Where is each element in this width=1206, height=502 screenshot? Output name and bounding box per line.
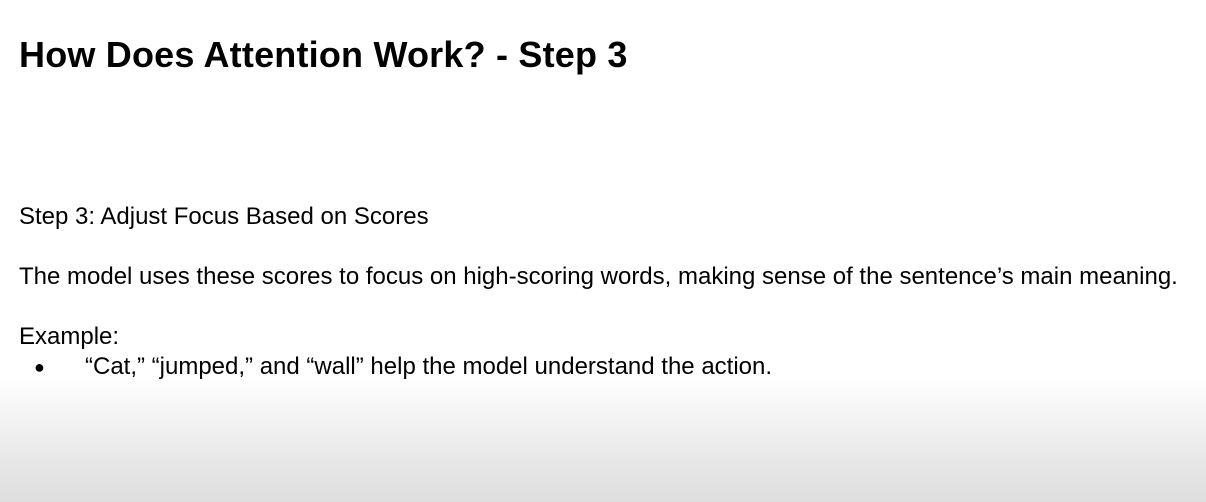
spacer [19, 232, 1179, 262]
bullet-dot-icon: ● [34, 357, 45, 377]
example-bullet-list: ● “Cat,” “jumped,” and “wall” help the m… [19, 352, 1179, 382]
spacer [19, 292, 1179, 322]
slide-title: How Does Attention Work? - Step 3 [19, 34, 628, 75]
step-heading: Step 3: Adjust Focus Based on Scores [19, 203, 429, 230]
bullet-text: “Cat,” “jumped,” and “wall” help the mod… [85, 353, 773, 380]
slide-body: Step 3: Adjust Focus Based on Scores The… [19, 202, 1179, 382]
example-bullet-item: ● “Cat,” “jumped,” and “wall” help the m… [19, 352, 1179, 382]
bottom-shadow-gradient [0, 377, 1206, 502]
example-label: Example: [19, 323, 120, 350]
description-text: The model uses these scores to focus on … [19, 263, 1178, 290]
